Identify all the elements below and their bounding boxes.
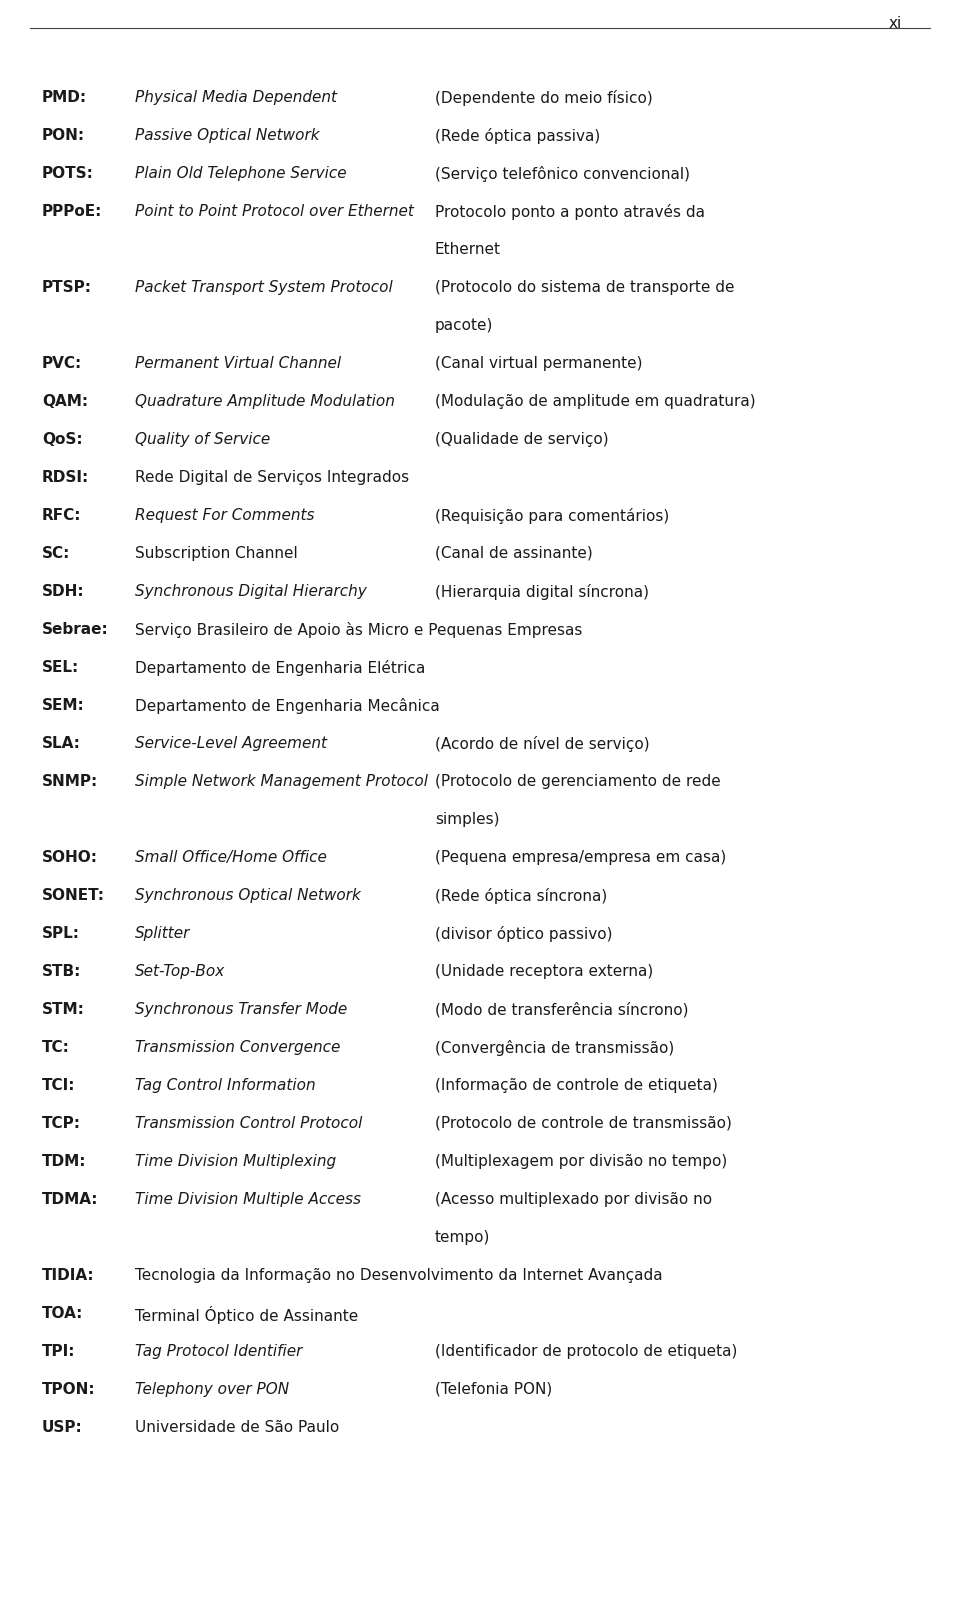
Text: Time Division Multiplexing: Time Division Multiplexing	[135, 1154, 336, 1169]
Text: POTS:: POTS:	[42, 166, 94, 181]
Text: Physical Media Dependent: Physical Media Dependent	[135, 90, 337, 106]
Text: Time Division Multiple Access: Time Division Multiple Access	[135, 1191, 361, 1207]
Text: TCP:: TCP:	[42, 1116, 81, 1130]
Text: TOA:: TOA:	[42, 1306, 84, 1321]
Text: Telephony over PON: Telephony over PON	[135, 1382, 289, 1398]
Text: SPL:: SPL:	[42, 926, 80, 940]
Text: TPON:: TPON:	[42, 1382, 96, 1398]
Text: Service-Level Agreement: Service-Level Agreement	[135, 736, 327, 752]
Text: (Protocolo de gerenciamento de rede: (Protocolo de gerenciamento de rede	[435, 774, 721, 788]
Text: (Requisição para comentários): (Requisição para comentários)	[435, 508, 669, 524]
Text: tempo): tempo)	[435, 1230, 491, 1246]
Text: PTSP:: PTSP:	[42, 280, 92, 294]
Text: (Unidade receptora externa): (Unidade receptora externa)	[435, 964, 653, 979]
Text: TDM:: TDM:	[42, 1154, 86, 1169]
Text: (Modulação de amplitude em quadratura): (Modulação de amplitude em quadratura)	[435, 393, 756, 409]
Text: (Informação de controle de etiqueta): (Informação de controle de etiqueta)	[435, 1078, 718, 1094]
Text: Ethernet: Ethernet	[435, 241, 501, 257]
Text: (Qualidade de serviço): (Qualidade de serviço)	[435, 432, 609, 448]
Text: PVC:: PVC:	[42, 357, 83, 371]
Text: Tag Control Information: Tag Control Information	[135, 1078, 316, 1094]
Text: simples): simples)	[435, 812, 499, 827]
Text: (Multiplexagem por divisão no tempo): (Multiplexagem por divisão no tempo)	[435, 1154, 728, 1169]
Text: (Protocolo de controle de transmissão): (Protocolo de controle de transmissão)	[435, 1116, 732, 1130]
Text: STM:: STM:	[42, 1003, 84, 1017]
Text: Protocolo ponto a ponto através da: Protocolo ponto a ponto através da	[435, 205, 705, 221]
Text: SOHO:: SOHO:	[42, 851, 98, 865]
Text: Plain Old Telephone Service: Plain Old Telephone Service	[135, 166, 347, 181]
Text: USP:: USP:	[42, 1420, 83, 1434]
Text: PON:: PON:	[42, 128, 85, 142]
Text: Set-Top-Box: Set-Top-Box	[135, 964, 226, 979]
Text: QoS:: QoS:	[42, 432, 83, 448]
Text: Sebrae:: Sebrae:	[42, 622, 108, 636]
Text: (Acesso multiplexado por divisão no: (Acesso multiplexado por divisão no	[435, 1191, 712, 1207]
Text: Synchronous Optical Network: Synchronous Optical Network	[135, 887, 361, 903]
Text: (Rede óptica síncrona): (Rede óptica síncrona)	[435, 887, 608, 903]
Text: Departamento de Engenharia Elétrica: Departamento de Engenharia Elétrica	[135, 660, 425, 676]
Text: (Protocolo do sistema de transporte de: (Protocolo do sistema de transporte de	[435, 280, 734, 294]
Text: QAM:: QAM:	[42, 393, 88, 409]
Text: SEM:: SEM:	[42, 699, 84, 713]
Text: Transmission Control Protocol: Transmission Control Protocol	[135, 1116, 362, 1130]
Text: Request For Comments: Request For Comments	[135, 508, 315, 523]
Text: (Canal virtual permanente): (Canal virtual permanente)	[435, 357, 642, 371]
Text: Universidade de São Paulo: Universidade de São Paulo	[135, 1420, 339, 1434]
Text: Terminal Óptico de Assinante: Terminal Óptico de Assinante	[135, 1306, 358, 1324]
Text: Serviço Brasileiro de Apoio às Micro e Pequenas Empresas: Serviço Brasileiro de Apoio às Micro e P…	[135, 622, 583, 638]
Text: Tecnologia da Informação no Desenvolvimento da Internet Avançada: Tecnologia da Informação no Desenvolvime…	[135, 1268, 662, 1282]
Text: SDH:: SDH:	[42, 584, 84, 600]
Text: Tag Protocol Identifier: Tag Protocol Identifier	[135, 1345, 302, 1359]
Text: (Rede óptica passiva): (Rede óptica passiva)	[435, 128, 600, 144]
Text: STB:: STB:	[42, 964, 82, 979]
Text: Simple Network Management Protocol: Simple Network Management Protocol	[135, 774, 428, 788]
Text: xi: xi	[888, 16, 901, 30]
Text: Packet Transport System Protocol: Packet Transport System Protocol	[135, 280, 393, 294]
Text: TIDIA:: TIDIA:	[42, 1268, 95, 1282]
Text: (Hierarquia digital síncrona): (Hierarquia digital síncrona)	[435, 584, 649, 600]
Text: (Telefonia PON): (Telefonia PON)	[435, 1382, 552, 1398]
Text: pacote): pacote)	[435, 318, 493, 333]
Text: Permanent Virtual Channel: Permanent Virtual Channel	[135, 357, 341, 371]
Text: TDMA:: TDMA:	[42, 1191, 99, 1207]
Text: Synchronous Digital Hierarchy: Synchronous Digital Hierarchy	[135, 584, 367, 600]
Text: Departamento de Engenharia Mecânica: Departamento de Engenharia Mecânica	[135, 699, 440, 715]
Text: Quality of Service: Quality of Service	[135, 432, 271, 448]
Text: SC:: SC:	[42, 545, 70, 561]
Text: SONET:: SONET:	[42, 887, 105, 903]
Text: Subscription Channel: Subscription Channel	[135, 545, 298, 561]
Text: SEL:: SEL:	[42, 660, 80, 675]
Text: Small Office/Home Office: Small Office/Home Office	[135, 851, 326, 865]
Text: SNMP:: SNMP:	[42, 774, 98, 788]
Text: TCI:: TCI:	[42, 1078, 76, 1094]
Text: Point to Point Protocol over Ethernet: Point to Point Protocol over Ethernet	[135, 205, 414, 219]
Text: (Pequena empresa/empresa em casa): (Pequena empresa/empresa em casa)	[435, 851, 727, 865]
Text: Transmission Convergence: Transmission Convergence	[135, 1039, 341, 1055]
Text: (divisor óptico passivo): (divisor óptico passivo)	[435, 926, 612, 942]
Text: RDSI:: RDSI:	[42, 470, 89, 484]
Text: (Canal de assinante): (Canal de assinante)	[435, 545, 592, 561]
Text: (Serviço telefônico convencional): (Serviço telefônico convencional)	[435, 166, 690, 182]
Text: RFC:: RFC:	[42, 508, 82, 523]
Text: PMD:: PMD:	[42, 90, 87, 106]
Text: (Acordo de nível de serviço): (Acordo de nível de serviço)	[435, 736, 650, 752]
Text: (Dependente do meio físico): (Dependente do meio físico)	[435, 90, 653, 106]
Text: TPI:: TPI:	[42, 1345, 76, 1359]
Text: Synchronous Transfer Mode: Synchronous Transfer Mode	[135, 1003, 348, 1017]
Text: (Modo de transferência síncrono): (Modo de transferência síncrono)	[435, 1003, 688, 1017]
Text: TC:: TC:	[42, 1039, 70, 1055]
Text: (Identificador de protocolo de etiqueta): (Identificador de protocolo de etiqueta)	[435, 1345, 737, 1359]
Text: (Convergência de transmissão): (Convergência de transmissão)	[435, 1039, 674, 1055]
Text: SLA:: SLA:	[42, 736, 81, 752]
Text: Quadrature Amplitude Modulation: Quadrature Amplitude Modulation	[135, 393, 395, 409]
Text: Rede Digital de Serviços Integrados: Rede Digital de Serviços Integrados	[135, 470, 409, 484]
Text: Passive Optical Network: Passive Optical Network	[135, 128, 320, 142]
Text: PPPoE:: PPPoE:	[42, 205, 103, 219]
Text: Splitter: Splitter	[135, 926, 190, 940]
